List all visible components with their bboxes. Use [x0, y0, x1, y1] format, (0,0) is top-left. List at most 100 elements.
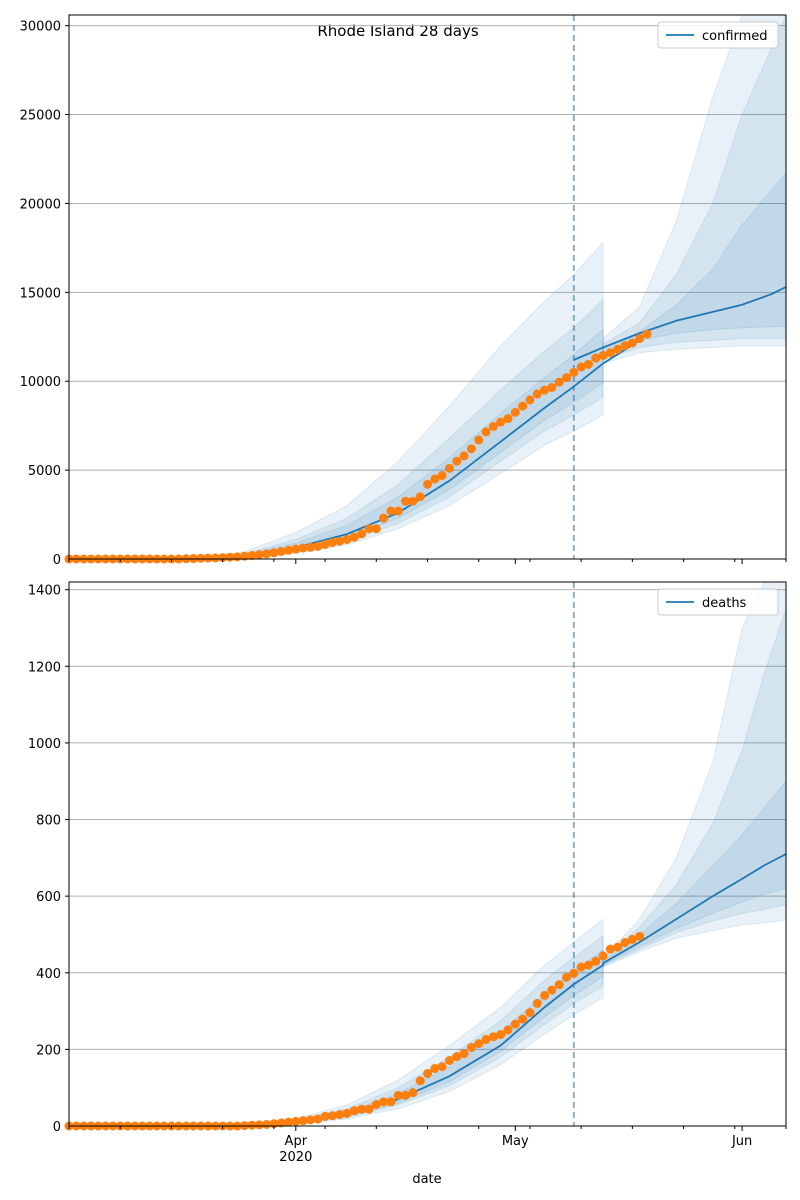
observed-point	[569, 968, 579, 978]
observed-point	[342, 534, 352, 544]
observed-point	[415, 492, 425, 502]
y-tick-label: 200	[36, 1043, 61, 1058]
y-tick-label: 10000	[20, 375, 61, 390]
observed-point	[349, 1106, 359, 1116]
observed-point	[474, 1039, 484, 1049]
observed-point	[313, 541, 323, 551]
observed-point	[613, 344, 623, 354]
observed-point	[357, 1104, 367, 1114]
y-tick-label: 20000	[20, 197, 61, 212]
observed-point	[247, 550, 257, 560]
observed-point	[305, 1115, 315, 1125]
observed-point	[393, 506, 403, 516]
observed-point	[210, 553, 220, 563]
observed-point	[562, 972, 572, 982]
legend-label: deaths	[702, 596, 747, 611]
y-tick-label: 800	[36, 814, 61, 829]
observed-point	[510, 407, 520, 417]
y-tick-label: 30000	[20, 20, 61, 35]
observed-point	[444, 1055, 454, 1065]
observed-point	[335, 536, 345, 546]
model-line	[573, 286, 786, 361]
observed-point	[562, 373, 572, 383]
observed-point	[620, 341, 630, 351]
y-tick-label: 5000	[28, 464, 61, 479]
legend: deaths	[657, 588, 779, 616]
observed-point	[423, 479, 432, 489]
observed-point	[283, 545, 293, 555]
observed-point	[532, 389, 542, 399]
observed-point	[518, 401, 528, 411]
observed-point	[488, 422, 498, 432]
observed-point	[459, 451, 469, 461]
observed-point	[430, 474, 440, 484]
x-tick-label: Apr	[285, 1134, 308, 1149]
observed-point	[254, 550, 264, 560]
observed-point	[466, 444, 476, 454]
observed-point	[298, 543, 308, 553]
observed-point	[525, 1008, 535, 1018]
observed-point	[466, 1042, 476, 1052]
observed-point	[335, 1110, 345, 1120]
observed-point	[598, 951, 608, 961]
observed-point	[305, 542, 315, 552]
observed-point	[254, 1120, 264, 1130]
observed-point	[283, 1117, 293, 1127]
band-middle	[69, 935, 604, 1126]
observed-point	[554, 377, 564, 387]
observed-point	[547, 985, 557, 995]
observed-point	[408, 496, 418, 506]
observed-point	[401, 496, 411, 506]
band-outer	[69, 241, 604, 559]
observed-point	[320, 539, 330, 549]
observed-point	[364, 524, 374, 534]
observed-point	[437, 470, 447, 480]
observed-point	[613, 942, 623, 952]
observed-point	[364, 1104, 374, 1114]
observed-point	[342, 1108, 352, 1118]
y-tick-label: 1200	[28, 660, 61, 675]
observed-point	[262, 1119, 272, 1129]
observed-point	[327, 1111, 337, 1121]
y-tick-label: 400	[36, 967, 61, 982]
observed-point	[320, 1111, 330, 1121]
observed-point	[525, 395, 535, 405]
legend-box	[657, 21, 779, 49]
y-tick-label: 25000	[20, 109, 61, 124]
observed-point	[642, 329, 652, 339]
observed-point	[415, 1076, 425, 1086]
observed-point	[379, 513, 389, 523]
observed-point	[401, 1090, 411, 1100]
observed-point	[276, 1118, 286, 1128]
observed-point	[540, 385, 550, 395]
chart-title: Rhode Island 28 days	[317, 22, 478, 40]
observed-point	[437, 1062, 447, 1072]
observed-point	[393, 1090, 403, 1100]
observed-point	[627, 338, 637, 348]
observed-point	[269, 548, 279, 558]
observed-point	[298, 1116, 308, 1126]
x-tick-sublabel: 2020	[279, 1150, 312, 1165]
observed-point	[488, 1032, 498, 1042]
x-tick-label: May	[502, 1134, 529, 1149]
confirmed-panel: 0 5000 10000 15000 20000 25000 30000 confirmed	[20, 14, 787, 568]
y-tick-label: 0	[53, 1120, 61, 1135]
observed-point	[452, 1052, 462, 1062]
y-tick-label: 0	[53, 553, 61, 568]
band-middle	[602, 15, 786, 361]
observed-point	[371, 1100, 381, 1110]
observed-point	[386, 1097, 396, 1107]
observed-point	[357, 529, 367, 539]
observed-point	[313, 1114, 323, 1124]
x-axis-label: date	[412, 1172, 441, 1187]
band-middle	[602, 608, 786, 967]
observed-point	[430, 1064, 440, 1074]
observed-point	[510, 1019, 520, 1029]
observed-point	[620, 937, 630, 947]
legend-box	[657, 588, 779, 616]
observed-point	[481, 427, 491, 437]
observed-point	[540, 990, 550, 1000]
observed-point	[591, 353, 601, 363]
